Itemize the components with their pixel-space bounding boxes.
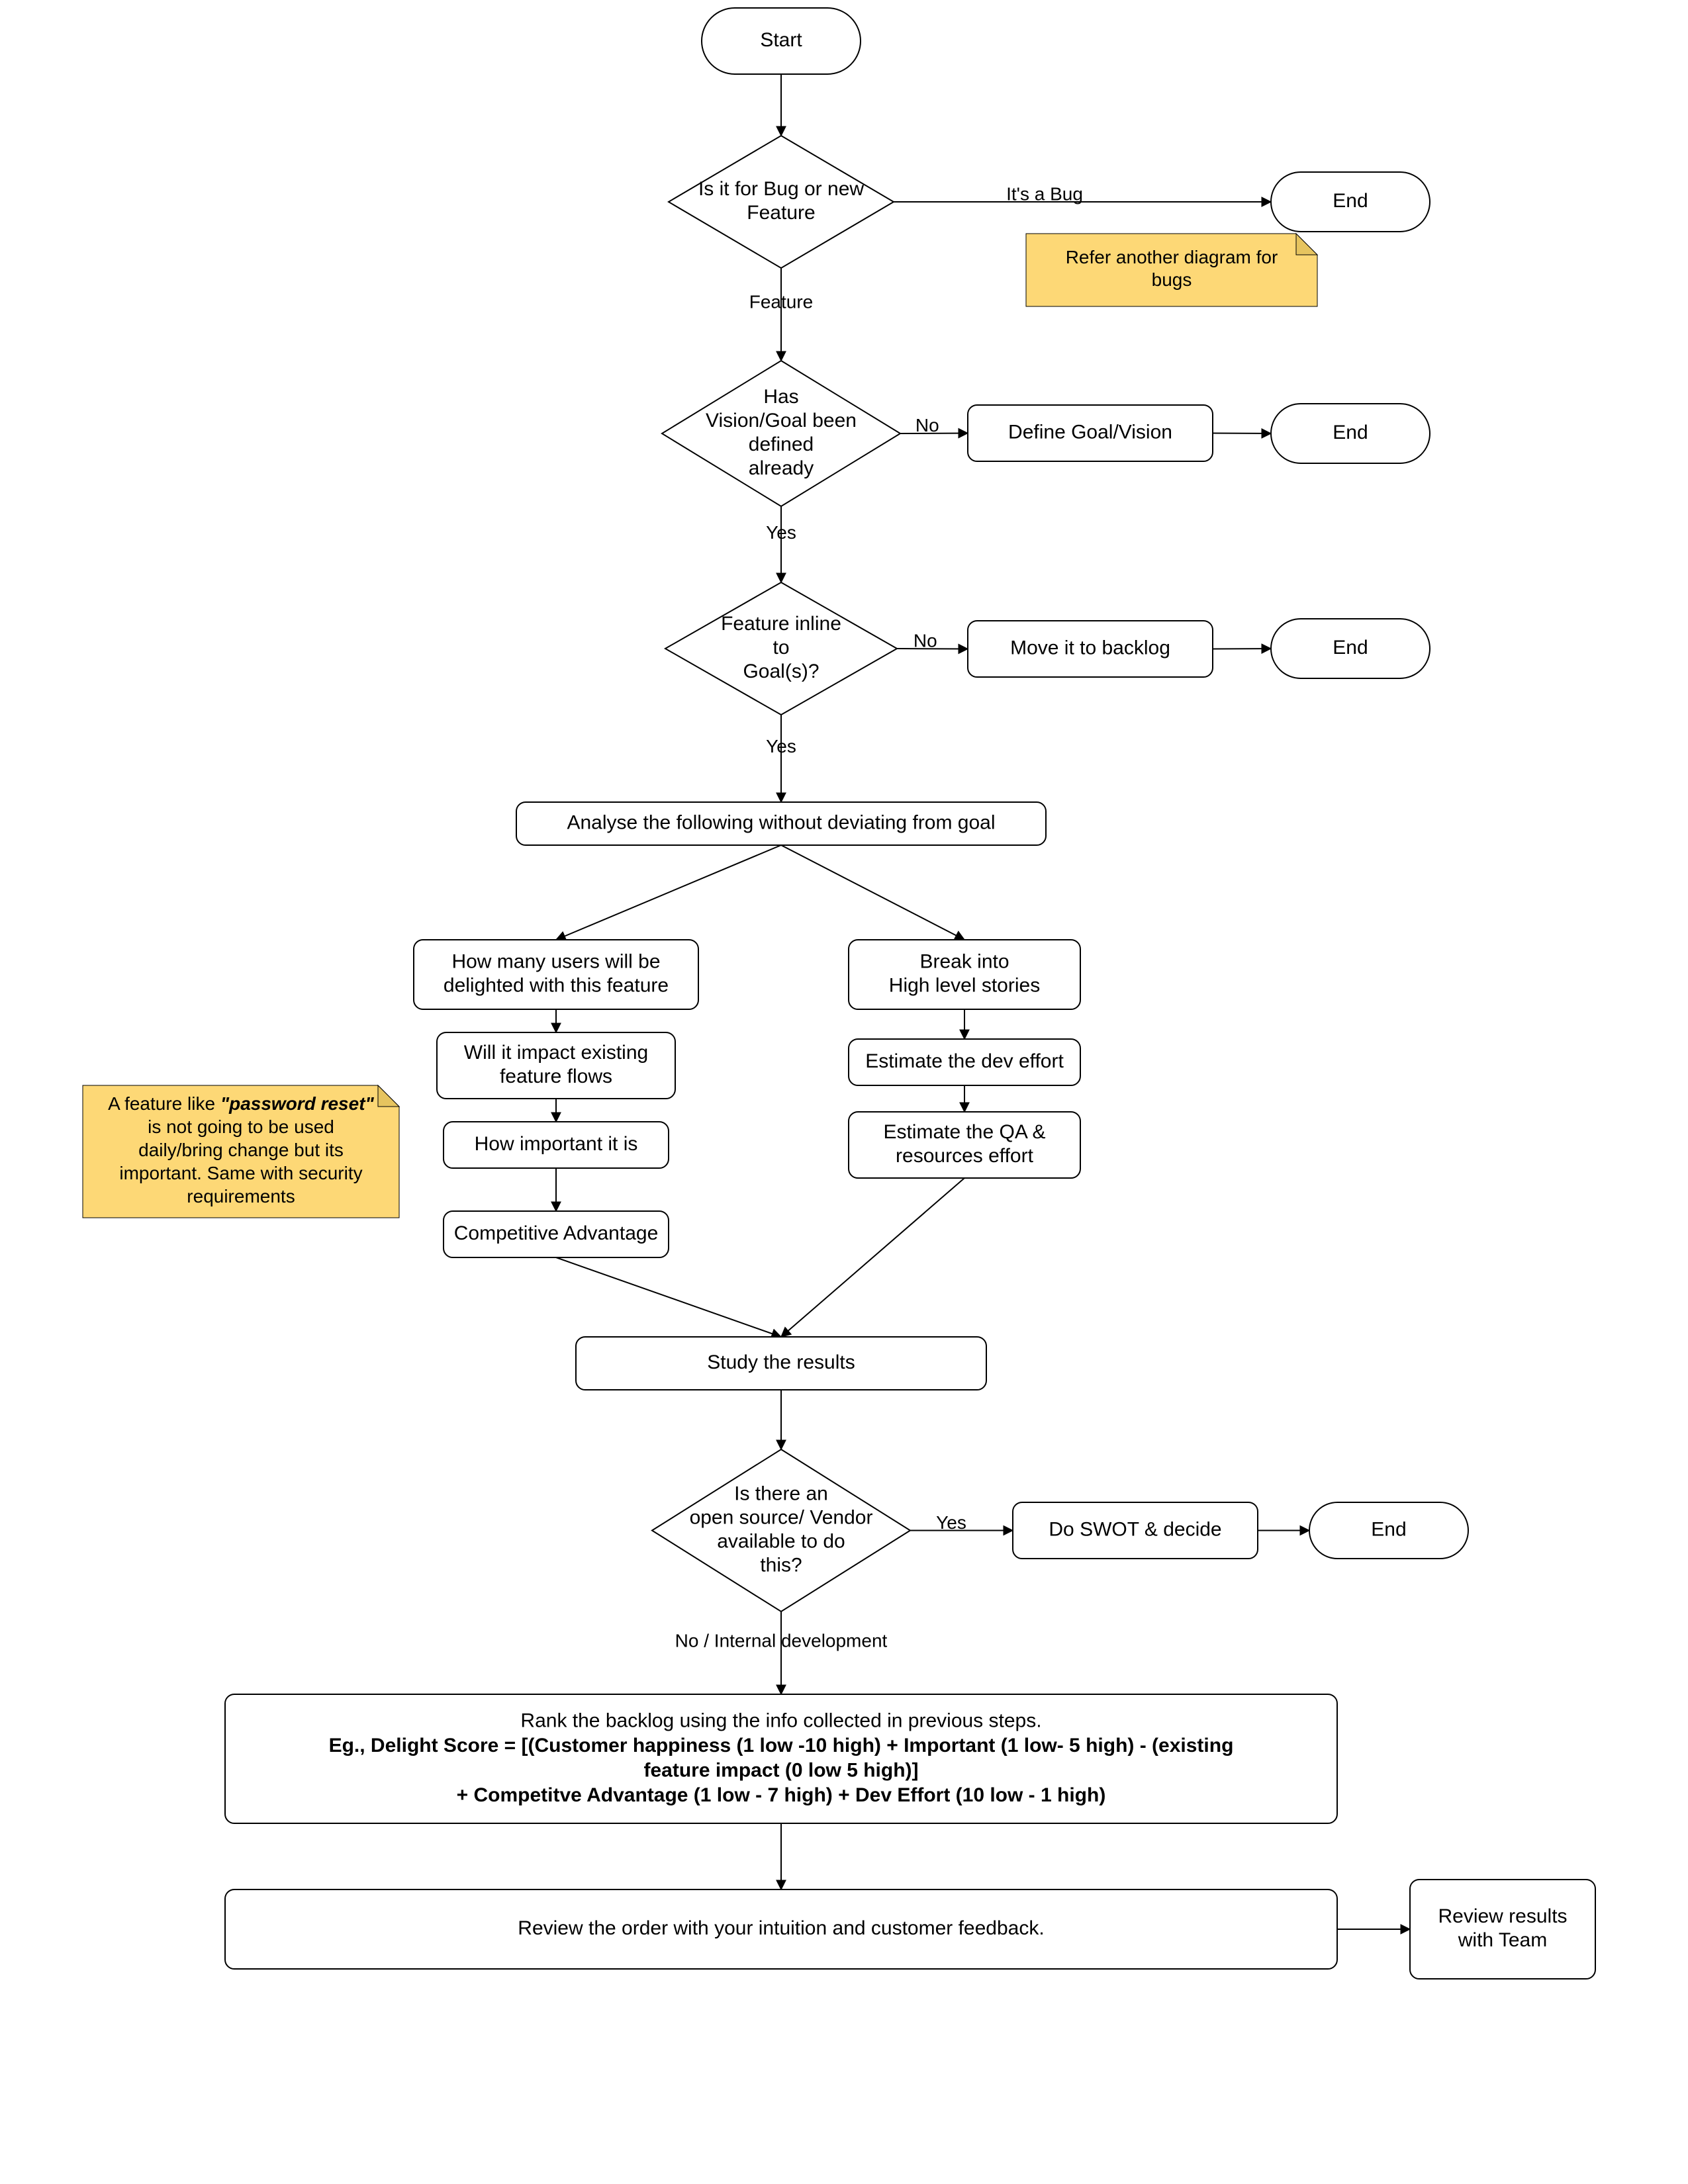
node-p_users: How many users will bedelighted with thi… (414, 940, 698, 1009)
edge-label-d_vendor-p_rank: No / Internal development (675, 1631, 888, 1651)
node-end4: End (1309, 1502, 1468, 1559)
edge-label-d_inline-p_backlog: No (914, 631, 937, 651)
node-p_break: Break intoHigh level stories (849, 940, 1080, 1009)
node-p_swot: Do SWOT & decide (1013, 1502, 1258, 1559)
node-end2: End (1271, 404, 1430, 463)
node-p_important: How important it is (444, 1122, 669, 1168)
edge-p_qaest-p_study (781, 1178, 964, 1337)
edge-label-d_vision-d_inline: Yes (766, 522, 796, 543)
node-p_reviewteam: Review resultswith Team (1410, 1880, 1595, 1979)
node-end3: End (1271, 619, 1430, 678)
edge-label-d_bug-d_vision: Feature (749, 291, 814, 312)
node-p_review: Review the order with your intuition and… (225, 1889, 1337, 1969)
node-p_devest: Estimate the dev effort (849, 1039, 1080, 1085)
edge-label-d_vision-p_define: No (915, 415, 939, 435)
node-p_define: Define Goal/Vision (968, 405, 1213, 461)
edge-p_compadv-p_study (556, 1257, 781, 1337)
svg-text:Move it to backlog: Move it to backlog (1010, 637, 1170, 659)
node-p_impact: Will it impact existingfeature flows (437, 1032, 675, 1099)
edge-p_analyse-p_break (781, 845, 964, 940)
edge-label-d_vendor-p_swot: Yes (936, 1512, 966, 1533)
node-p_analyse: Analyse the following without deviating … (516, 802, 1046, 845)
svg-text:Do SWOT & decide: Do SWOT & decide (1049, 1518, 1221, 1540)
svg-text:Analyse the following without: Analyse the following without deviating … (567, 811, 995, 833)
svg-text:End: End (1333, 637, 1368, 659)
node-p_study: Study the results (576, 1337, 986, 1390)
node-d_vision: HasVision/Goal beendefinedalready (662, 361, 900, 506)
node-d_bug: Is it for Bug or newFeature (669, 136, 894, 268)
node-p_qaest: Estimate the QA &resources effort (849, 1112, 1080, 1178)
node-end1: End (1271, 172, 1430, 232)
edge-p_define-end2 (1213, 433, 1271, 434)
edge-p_analyse-p_users (556, 845, 781, 940)
node-d_vendor: Is there anopen source/ Vendoravailable … (652, 1449, 910, 1612)
node-start: Start (702, 8, 861, 74)
node-p_backlog: Move it to backlog (968, 621, 1213, 677)
node-p_compadv: Competitive Advantage (444, 1211, 669, 1257)
node-note_pw: A feature like "password reset"is not go… (83, 1085, 399, 1218)
svg-text:End: End (1333, 422, 1368, 443)
node-note_bug: Refer another diagram forbugs (1026, 234, 1317, 306)
node-d_inline: Feature inlinetoGoal(s)? (665, 582, 897, 715)
svg-text:Define Goal/Vision: Define Goal/Vision (1008, 421, 1172, 443)
edge-label-d_inline-p_analyse: Yes (766, 736, 796, 756)
edge-label-d_bug-end1: It's a Bug (1006, 183, 1083, 204)
svg-text:Start: Start (760, 29, 802, 51)
node-p_rank: Rank the backlog using the info collecte… (225, 1694, 1337, 1823)
svg-text:Study the results: Study the results (707, 1351, 855, 1373)
svg-text:How important it is: How important it is (475, 1133, 638, 1155)
svg-text:Review the order with your int: Review the order with your intuition and… (518, 1917, 1044, 1939)
svg-text:Estimate the dev effort: Estimate the dev effort (865, 1050, 1064, 1072)
svg-text:Competitive Advantage: Competitive Advantage (454, 1222, 659, 1244)
svg-text:End: End (1333, 190, 1368, 212)
svg-text:End: End (1371, 1518, 1406, 1540)
